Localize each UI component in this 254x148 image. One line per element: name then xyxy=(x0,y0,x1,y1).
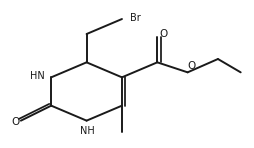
Text: O: O xyxy=(187,61,196,71)
Text: Br: Br xyxy=(131,13,141,23)
Text: O: O xyxy=(12,117,20,127)
Text: O: O xyxy=(160,29,168,39)
Text: HN: HN xyxy=(30,71,45,81)
Text: NH: NH xyxy=(81,127,95,136)
